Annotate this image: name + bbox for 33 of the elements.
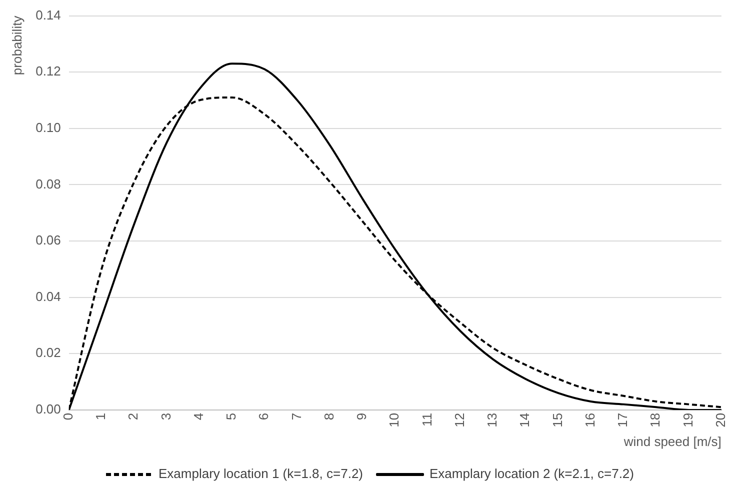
y-tick-label: 0.04 [36, 288, 61, 304]
x-tick-label: 2 [126, 412, 141, 420]
x-tick-label: 17 [615, 412, 630, 428]
y-tick-label: 0.12 [36, 64, 61, 79]
x-tick-label: 10 [386, 412, 402, 428]
x-tick-label: 12 [452, 412, 467, 428]
legend-label: Examplary location 1 (k=1.8, c=7.2) [158, 466, 364, 482]
x-tick-label: 0 [60, 412, 76, 420]
y-tick-label: 0.06 [36, 232, 61, 248]
x-tick-label: 3 [158, 412, 174, 420]
x-tick-label: 11 [419, 412, 434, 426]
y-tick-label: 0.14 [36, 7, 61, 22]
x-tick-label: 20 [712, 412, 728, 428]
x-tick-label: 8 [321, 412, 336, 420]
x-tick-label: 19 [680, 412, 696, 428]
x-tick-label: 15 [550, 412, 565, 428]
y-tick-label: 0.08 [36, 176, 61, 192]
x-tick-label: 9 [354, 412, 370, 420]
y-tick-label: 0.00 [36, 402, 61, 417]
x-tick-label: 13 [484, 412, 500, 428]
x-tick-label: 14 [517, 412, 532, 428]
x-tick-label: 16 [582, 412, 598, 428]
x-tick-label: 1 [93, 412, 108, 420]
x-tick-label: 4 [190, 412, 206, 420]
y-tick-label: 0.10 [36, 120, 61, 135]
y-axis-title: probability [9, 15, 24, 76]
x-tick-label: 6 [256, 412, 272, 420]
legend-label: Examplary location 2 (k=2.1, c=7.2) [430, 466, 634, 482]
y-tick-label: 0.02 [36, 345, 61, 360]
x-tick-label: 5 [224, 412, 239, 420]
x-tick-label: 7 [288, 412, 304, 420]
x-axis-title: wind speed [m/s] [622, 434, 722, 449]
x-tick-label: 18 [648, 412, 663, 428]
